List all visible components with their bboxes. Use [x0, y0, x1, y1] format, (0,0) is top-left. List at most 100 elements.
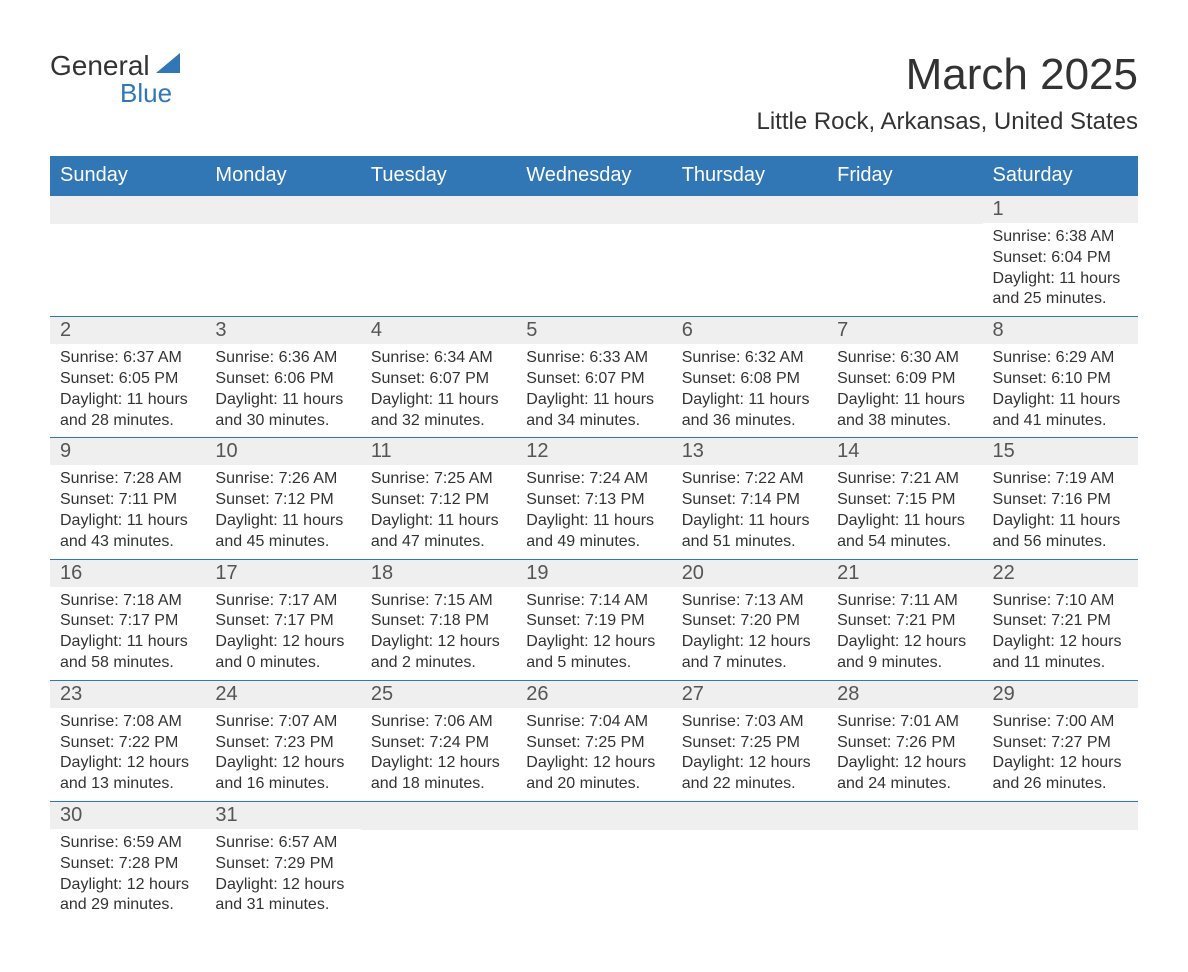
sunrise-text: Sunrise: 7:11 AM — [837, 591, 972, 612]
daylight-text-2: and 16 minutes. — [215, 774, 350, 795]
daylight-text-1: Daylight: 12 hours — [60, 753, 195, 774]
day-cell — [361, 801, 516, 922]
month-title: March 2025 — [756, 50, 1138, 100]
sunset-text: Sunset: 7:12 PM — [371, 490, 506, 511]
sunrise-text: Sunrise: 7:19 AM — [993, 469, 1128, 490]
sunset-text: Sunset: 6:08 PM — [682, 369, 817, 390]
sunrise-text: Sunrise: 7:24 AM — [526, 469, 661, 490]
sunset-text: Sunset: 6:10 PM — [993, 369, 1128, 390]
daylight-text-1: Daylight: 12 hours — [215, 632, 350, 653]
calendar-week-row: 23Sunrise: 7:08 AMSunset: 7:22 PMDayligh… — [50, 680, 1138, 801]
empty-day-header — [516, 196, 671, 224]
weekday-thursday: Thursday — [672, 156, 827, 196]
sunrise-text: Sunrise: 6:57 AM — [215, 833, 350, 854]
day-number: 22 — [983, 560, 1138, 587]
day-cell: 19Sunrise: 7:14 AMSunset: 7:19 PMDayligh… — [516, 559, 671, 680]
calendar-week-row: 30Sunrise: 6:59 AMSunset: 7:28 PMDayligh… — [50, 801, 1138, 922]
day-cell — [672, 801, 827, 922]
empty-day-header — [672, 802, 827, 830]
day-cell: 20Sunrise: 7:13 AMSunset: 7:20 PMDayligh… — [672, 559, 827, 680]
day-details: Sunrise: 6:29 AMSunset: 6:10 PMDaylight:… — [983, 344, 1138, 437]
sunset-text: Sunset: 7:19 PM — [526, 611, 661, 632]
weekday-saturday: Saturday — [983, 156, 1138, 196]
calendar-week-row: 16Sunrise: 7:18 AMSunset: 7:17 PMDayligh… — [50, 559, 1138, 680]
title-section: March 2025 Little Rock, Arkansas, United… — [756, 50, 1138, 136]
day-details: Sunrise: 7:24 AMSunset: 7:13 PMDaylight:… — [516, 465, 671, 558]
sunset-text: Sunset: 7:24 PM — [371, 733, 506, 754]
daylight-text-1: Daylight: 11 hours — [837, 511, 972, 532]
sunset-text: Sunset: 7:29 PM — [215, 854, 350, 875]
daylight-text-1: Daylight: 11 hours — [993, 511, 1128, 532]
day-cell: 26Sunrise: 7:04 AMSunset: 7:25 PMDayligh… — [516, 680, 671, 801]
daylight-text-1: Daylight: 12 hours — [371, 632, 506, 653]
day-number: 31 — [205, 802, 360, 829]
sunset-text: Sunset: 6:07 PM — [526, 369, 661, 390]
daylight-text-1: Daylight: 11 hours — [60, 632, 195, 653]
day-details: Sunrise: 7:00 AMSunset: 7:27 PMDaylight:… — [983, 708, 1138, 801]
sunrise-text: Sunrise: 7:17 AM — [215, 591, 350, 612]
sunset-text: Sunset: 7:28 PM — [60, 854, 195, 875]
daylight-text-2: and 26 minutes. — [993, 774, 1128, 795]
day-details: Sunrise: 6:37 AMSunset: 6:05 PMDaylight:… — [50, 344, 205, 437]
day-cell: 7Sunrise: 6:30 AMSunset: 6:09 PMDaylight… — [827, 317, 982, 438]
day-number: 27 — [672, 681, 827, 708]
daylight-text-2: and 54 minutes. — [837, 532, 972, 553]
weekday-monday: Monday — [205, 156, 360, 196]
day-number: 12 — [516, 438, 671, 465]
sunrise-text: Sunrise: 6:38 AM — [993, 227, 1128, 248]
daylight-text-1: Daylight: 12 hours — [837, 632, 972, 653]
day-cell: 4Sunrise: 6:34 AMSunset: 6:07 PMDaylight… — [361, 317, 516, 438]
day-cell: 9Sunrise: 7:28 AMSunset: 7:11 PMDaylight… — [50, 438, 205, 559]
sunrise-text: Sunrise: 6:59 AM — [60, 833, 195, 854]
day-cell: 14Sunrise: 7:21 AMSunset: 7:15 PMDayligh… — [827, 438, 982, 559]
sunrise-text: Sunrise: 7:14 AM — [526, 591, 661, 612]
day-details: Sunrise: 7:15 AMSunset: 7:18 PMDaylight:… — [361, 587, 516, 680]
sunrise-text: Sunrise: 6:34 AM — [371, 348, 506, 369]
day-details: Sunrise: 7:22 AMSunset: 7:14 PMDaylight:… — [672, 465, 827, 558]
day-cell: 21Sunrise: 7:11 AMSunset: 7:21 PMDayligh… — [827, 559, 982, 680]
day-cell: 18Sunrise: 7:15 AMSunset: 7:18 PMDayligh… — [361, 559, 516, 680]
day-number: 10 — [205, 438, 360, 465]
day-cell: 3Sunrise: 6:36 AMSunset: 6:06 PMDaylight… — [205, 317, 360, 438]
daylight-text-1: Daylight: 11 hours — [526, 511, 661, 532]
location-text: Little Rock, Arkansas, United States — [756, 108, 1138, 136]
sunset-text: Sunset: 6:09 PM — [837, 369, 972, 390]
daylight-text-2: and 0 minutes. — [215, 653, 350, 674]
sunset-text: Sunset: 6:05 PM — [60, 369, 195, 390]
day-cell: 23Sunrise: 7:08 AMSunset: 7:22 PMDayligh… — [50, 680, 205, 801]
day-details: Sunrise: 7:11 AMSunset: 7:21 PMDaylight:… — [827, 587, 982, 680]
daylight-text-2: and 2 minutes. — [371, 653, 506, 674]
day-number: 19 — [516, 560, 671, 587]
daylight-text-2: and 9 minutes. — [837, 653, 972, 674]
day-cell — [361, 196, 516, 317]
daylight-text-2: and 41 minutes. — [993, 411, 1128, 432]
day-cell — [50, 196, 205, 317]
daylight-text-2: and 29 minutes. — [60, 895, 195, 916]
day-cell: 28Sunrise: 7:01 AMSunset: 7:26 PMDayligh… — [827, 680, 982, 801]
day-details: Sunrise: 6:59 AMSunset: 7:28 PMDaylight:… — [50, 829, 205, 922]
sunset-text: Sunset: 7:21 PM — [993, 611, 1128, 632]
daylight-text-2: and 22 minutes. — [682, 774, 817, 795]
calendar-week-row: 9Sunrise: 7:28 AMSunset: 7:11 PMDaylight… — [50, 438, 1138, 559]
sunrise-text: Sunrise: 6:33 AM — [526, 348, 661, 369]
day-number: 18 — [361, 560, 516, 587]
day-details: Sunrise: 7:18 AMSunset: 7:17 PMDaylight:… — [50, 587, 205, 680]
sunrise-text: Sunrise: 7:21 AM — [837, 469, 972, 490]
day-number: 2 — [50, 317, 205, 344]
daylight-text-2: and 49 minutes. — [526, 532, 661, 553]
day-number: 29 — [983, 681, 1138, 708]
day-cell: 12Sunrise: 7:24 AMSunset: 7:13 PMDayligh… — [516, 438, 671, 559]
sunrise-text: Sunrise: 7:04 AM — [526, 712, 661, 733]
sunrise-text: Sunrise: 7:08 AM — [60, 712, 195, 733]
daylight-text-1: Daylight: 11 hours — [371, 511, 506, 532]
sunrise-text: Sunrise: 7:07 AM — [215, 712, 350, 733]
day-details: Sunrise: 6:34 AMSunset: 6:07 PMDaylight:… — [361, 344, 516, 437]
sunset-text: Sunset: 6:04 PM — [993, 248, 1128, 269]
daylight-text-2: and 47 minutes. — [371, 532, 506, 553]
day-cell — [672, 196, 827, 317]
empty-day-header — [983, 802, 1138, 830]
day-cell — [827, 801, 982, 922]
daylight-text-1: Daylight: 12 hours — [993, 753, 1128, 774]
day-cell: 30Sunrise: 6:59 AMSunset: 7:28 PMDayligh… — [50, 801, 205, 922]
day-number: 26 — [516, 681, 671, 708]
